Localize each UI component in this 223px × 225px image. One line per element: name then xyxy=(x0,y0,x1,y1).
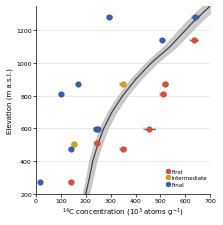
Legend: First, Intermediate, Final: First, Intermediate, Final xyxy=(167,169,207,187)
Y-axis label: Elevation (m a.s.l.): Elevation (m a.s.l.) xyxy=(7,68,13,133)
X-axis label: $^{14}$C concentration (10$^3$ atoms g$^{-1}$): $^{14}$C concentration (10$^3$ atoms g$^… xyxy=(62,206,184,218)
